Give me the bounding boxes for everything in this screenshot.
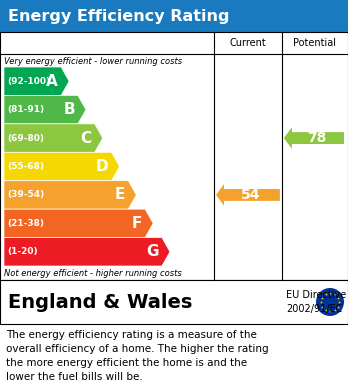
Text: 78: 78 [307,131,327,145]
Text: (55-68): (55-68) [7,162,44,171]
Text: Not energy efficient - higher running costs: Not energy efficient - higher running co… [4,269,182,278]
Polygon shape [4,67,69,95]
Text: G: G [147,244,159,259]
Text: England & Wales: England & Wales [8,292,192,312]
Bar [0,0,348,32]
Text: (81-91): (81-91) [7,105,44,114]
Polygon shape [4,181,136,209]
Text: A: A [46,74,58,89]
Text: E: E [115,187,125,203]
Polygon shape [4,209,153,238]
Bar [0,280,348,324]
Circle shape [316,288,344,316]
Text: B: B [63,102,75,117]
Text: (69-80): (69-80) [7,134,44,143]
Text: C: C [81,131,92,145]
Text: 2002/91/EC: 2002/91/EC [286,303,342,314]
Text: 54: 54 [241,188,261,202]
Text: (92-100): (92-100) [7,77,50,86]
Text: (1-20): (1-20) [7,247,38,256]
Text: Energy Efficiency Rating: Energy Efficiency Rating [8,9,229,23]
Polygon shape [4,238,170,266]
Text: Potential: Potential [293,38,337,48]
Polygon shape [4,124,103,152]
Text: (21-38): (21-38) [7,219,44,228]
Text: F: F [132,216,142,231]
Polygon shape [284,127,344,149]
Text: Very energy efficient - lower running costs: Very energy efficient - lower running co… [4,57,182,66]
Bar [0,32,348,280]
Polygon shape [4,152,119,181]
Polygon shape [4,95,86,124]
Text: D: D [96,159,109,174]
Polygon shape [216,184,280,206]
Text: The energy efficiency rating is a measure of the
overall efficiency of a home. T: The energy efficiency rating is a measur… [6,330,269,382]
Text: EU Directive: EU Directive [286,291,346,300]
Text: Current: Current [230,38,266,48]
Text: (39-54): (39-54) [7,190,44,199]
